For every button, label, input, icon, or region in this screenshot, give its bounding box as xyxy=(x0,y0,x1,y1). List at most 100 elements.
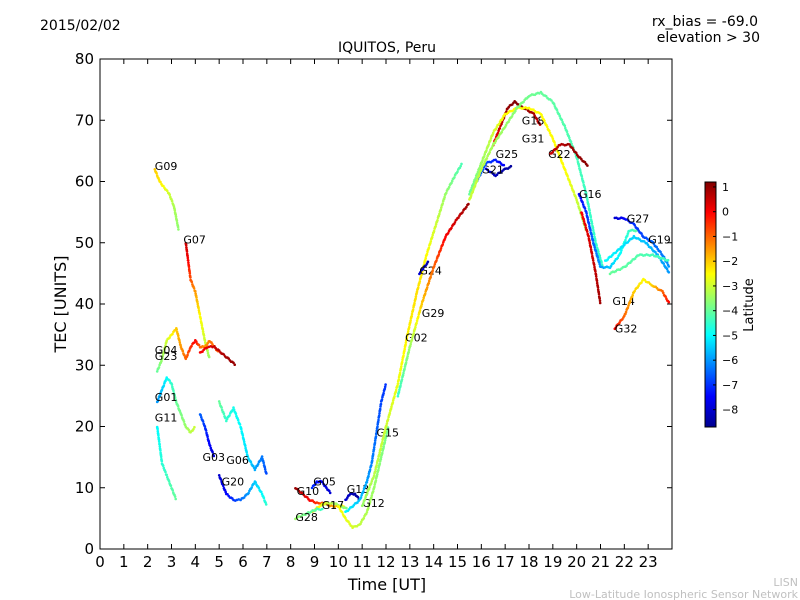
data-point xyxy=(586,198,589,201)
data-point xyxy=(558,114,562,118)
y-tick-label: 20 xyxy=(75,418,94,436)
data-point xyxy=(186,353,189,357)
satellite-track-g27 xyxy=(613,216,671,268)
data-point xyxy=(633,289,637,293)
prn-label-g27: G27 xyxy=(627,212,650,225)
data-point xyxy=(314,509,317,512)
data-point xyxy=(265,472,268,475)
data-point xyxy=(375,429,379,433)
data-point xyxy=(379,455,383,459)
data-point xyxy=(174,497,177,501)
data-point xyxy=(450,226,453,230)
data-point xyxy=(591,239,595,242)
data-point xyxy=(437,253,441,256)
data-point xyxy=(195,296,198,299)
data-point xyxy=(220,406,223,409)
data-point xyxy=(393,395,396,398)
data-point xyxy=(372,446,376,449)
data-point xyxy=(557,153,561,156)
satellite-track-g13 xyxy=(344,492,361,502)
data-point xyxy=(376,457,380,461)
data-point xyxy=(577,164,581,168)
data-point xyxy=(598,301,602,305)
data-point xyxy=(263,468,267,471)
data-point xyxy=(662,291,665,295)
x-tick-label: 2 xyxy=(143,553,153,571)
x-tick-label: 7 xyxy=(262,553,272,571)
y-tick-label: 80 xyxy=(75,50,94,68)
data-point xyxy=(584,191,588,195)
satellite-track-g29 xyxy=(396,202,470,398)
data-point xyxy=(382,434,386,438)
data-point xyxy=(543,119,546,123)
data-point xyxy=(368,468,372,472)
data-point xyxy=(206,351,210,355)
data-point xyxy=(598,254,602,258)
data-point xyxy=(618,248,621,251)
prn-label-g16: G16 xyxy=(579,188,602,201)
data-point xyxy=(606,258,609,261)
data-point xyxy=(370,459,374,462)
data-point xyxy=(376,472,379,476)
satellite-track-g28 xyxy=(294,507,324,521)
data-point xyxy=(362,502,365,505)
prn-label-g12: G12 xyxy=(362,497,385,510)
data-point xyxy=(501,117,504,120)
data-point xyxy=(432,229,436,233)
data-point xyxy=(217,400,221,403)
data-point xyxy=(551,150,555,154)
data-point xyxy=(400,378,404,381)
data-point xyxy=(570,142,573,146)
data-point xyxy=(532,112,536,115)
y-axis-label: TEC [UNITS] xyxy=(51,256,70,354)
data-point xyxy=(159,449,162,452)
data-point xyxy=(478,172,481,175)
data-point xyxy=(560,118,564,122)
data-point xyxy=(465,205,468,209)
data-point xyxy=(618,321,621,324)
data-point xyxy=(418,280,422,283)
x-tick-label: 9 xyxy=(310,553,320,571)
data-point xyxy=(666,258,670,262)
data-point xyxy=(200,323,204,327)
data-point xyxy=(262,461,266,465)
data-point xyxy=(587,203,590,206)
data-point xyxy=(250,486,253,489)
plot-frame xyxy=(99,58,673,550)
data-point xyxy=(310,486,314,490)
elevation-label: elevation > 30 xyxy=(657,30,760,46)
data-point xyxy=(232,408,236,412)
data-point xyxy=(218,402,222,405)
data-point xyxy=(203,425,207,428)
satellite-track-g22b xyxy=(549,142,589,167)
y-tick-label: 40 xyxy=(75,295,94,313)
prn-label-g04: G04 xyxy=(155,344,178,357)
data-point xyxy=(415,319,419,323)
prn-label-g23: G23 xyxy=(155,350,178,363)
data-point xyxy=(488,151,492,154)
data-point xyxy=(405,337,409,340)
data-point xyxy=(238,423,242,426)
data-point xyxy=(206,349,209,353)
data-point xyxy=(264,503,268,506)
data-point xyxy=(574,151,578,155)
data-point xyxy=(593,265,596,269)
data-point xyxy=(165,189,169,193)
prn-label-g28: G28 xyxy=(295,511,318,524)
data-point xyxy=(504,123,508,127)
data-point xyxy=(522,100,525,104)
data-point xyxy=(254,481,257,484)
data-point xyxy=(572,190,576,194)
data-point xyxy=(378,407,382,411)
y-tick-label: 60 xyxy=(75,173,94,191)
data-point xyxy=(582,217,585,221)
data-point xyxy=(391,401,395,404)
data-point xyxy=(382,436,385,440)
data-point xyxy=(158,443,161,446)
data-point xyxy=(447,185,451,189)
data-point xyxy=(583,160,587,164)
date-label: 2015/02/02 xyxy=(40,18,121,34)
data-point xyxy=(171,489,174,492)
data-point xyxy=(404,341,408,344)
data-point xyxy=(373,441,377,445)
